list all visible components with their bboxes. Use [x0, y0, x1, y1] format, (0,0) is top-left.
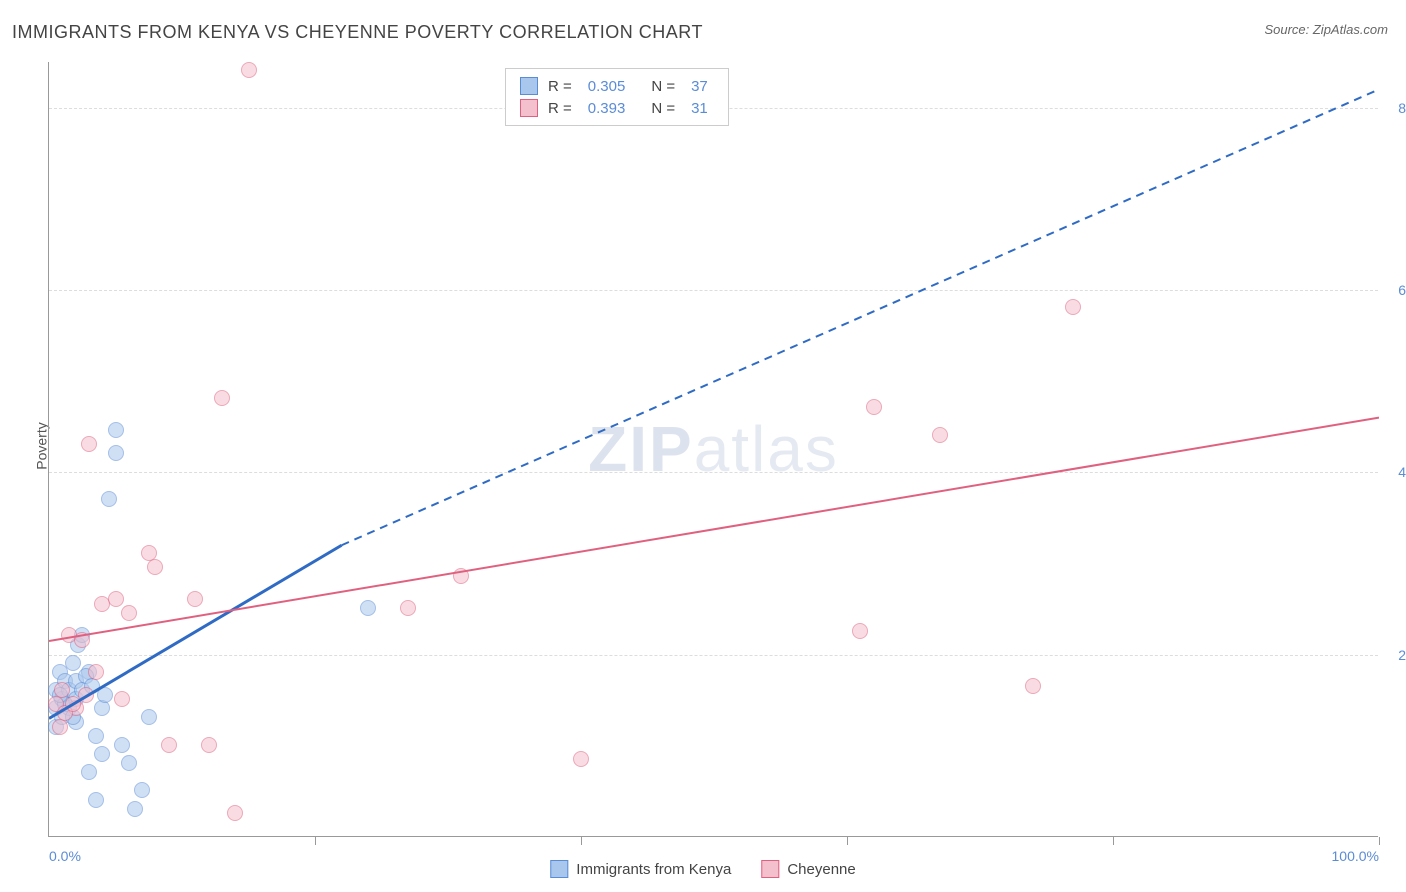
stats-legend: R = 0.305 N = 37 R = 0.393 N = 31	[505, 68, 729, 126]
data-point	[932, 427, 948, 443]
bottom-legend-item: Cheyenne	[761, 860, 855, 878]
stats-legend-row: R = 0.393 N = 31	[520, 97, 714, 119]
source-name: ZipAtlas.com	[1313, 22, 1388, 37]
data-point	[161, 737, 177, 753]
data-point	[94, 746, 110, 762]
data-point	[108, 591, 124, 607]
data-point	[97, 687, 113, 703]
source-prefix: Source:	[1264, 22, 1312, 37]
trend-line	[49, 418, 1379, 641]
data-point	[81, 764, 97, 780]
data-point	[227, 805, 243, 821]
trend-line-dashed	[342, 89, 1379, 545]
stat-r-value: 0.393	[588, 100, 626, 117]
y-tick-label: 20.0%	[1398, 647, 1406, 663]
stat-r-value: 0.305	[588, 78, 626, 95]
legend-label: Cheyenne	[787, 861, 855, 878]
gridline-vertical	[1113, 837, 1114, 845]
data-point	[114, 691, 130, 707]
y-tick-label: 40.0%	[1398, 464, 1406, 480]
data-point	[88, 664, 104, 680]
chart-title: IMMIGRANTS FROM KENYA VS CHEYENNE POVERT…	[12, 22, 703, 43]
plot-area: ZIPatlas 20.0%40.0%60.0%80.0%0.0%100.0%	[48, 62, 1378, 837]
stat-r-label: R =	[548, 78, 572, 95]
data-point	[214, 390, 230, 406]
data-point	[78, 687, 94, 703]
stat-r-label: R =	[548, 100, 572, 117]
watermark-bold: ZIP	[588, 413, 694, 485]
source-attribution: Source: ZipAtlas.com	[1264, 22, 1388, 37]
data-point	[241, 62, 257, 78]
data-point	[81, 436, 97, 452]
data-point	[1065, 299, 1081, 315]
gridline-vertical	[847, 837, 848, 845]
data-point	[573, 751, 589, 767]
data-point	[866, 399, 882, 415]
gridline-vertical	[581, 837, 582, 845]
data-point	[54, 682, 70, 698]
data-point	[141, 709, 157, 725]
data-point	[453, 568, 469, 584]
data-point	[101, 491, 117, 507]
legend-swatch	[761, 860, 779, 878]
data-point	[74, 632, 90, 648]
stat-n-label: N =	[651, 78, 675, 95]
stats-legend-row: R = 0.305 N = 37	[520, 75, 714, 97]
gridline-vertical	[1379, 837, 1380, 845]
chart-container: IMMIGRANTS FROM KENYA VS CHEYENNE POVERT…	[0, 0, 1406, 892]
data-point	[147, 559, 163, 575]
data-point	[127, 801, 143, 817]
stat-n-value: 31	[691, 100, 708, 117]
data-point	[1025, 678, 1041, 694]
watermark: ZIPatlas	[588, 412, 839, 486]
y-tick-label: 80.0%	[1398, 100, 1406, 116]
stat-n-label: N =	[651, 100, 675, 117]
data-point	[400, 600, 416, 616]
legend-swatch	[550, 860, 568, 878]
stat-n-value: 37	[691, 78, 708, 95]
legend-swatch	[520, 99, 538, 117]
data-point	[121, 755, 137, 771]
data-point	[201, 737, 217, 753]
legend-swatch	[520, 77, 538, 95]
data-point	[108, 445, 124, 461]
data-point	[88, 792, 104, 808]
data-point	[65, 655, 81, 671]
x-tick-label: 100.0%	[1332, 848, 1379, 864]
data-point	[108, 422, 124, 438]
y-tick-label: 60.0%	[1398, 282, 1406, 298]
watermark-light: atlas	[694, 413, 839, 485]
gridline-vertical	[315, 837, 316, 845]
data-point	[360, 600, 376, 616]
bottom-legend: Immigrants from Kenya Cheyenne	[550, 860, 855, 878]
x-tick-label: 0.0%	[49, 848, 81, 864]
data-point	[88, 728, 104, 744]
data-point	[134, 782, 150, 798]
data-point	[52, 719, 68, 735]
data-point	[114, 737, 130, 753]
gridline-horizontal	[49, 290, 1378, 291]
data-point	[852, 623, 868, 639]
bottom-legend-item: Immigrants from Kenya	[550, 860, 731, 878]
data-point	[94, 700, 110, 716]
trend-lines-layer	[49, 62, 1379, 837]
data-point	[187, 591, 203, 607]
legend-label: Immigrants from Kenya	[576, 861, 731, 878]
data-point	[121, 605, 137, 621]
gridline-horizontal	[49, 472, 1378, 473]
gridline-horizontal	[49, 655, 1378, 656]
